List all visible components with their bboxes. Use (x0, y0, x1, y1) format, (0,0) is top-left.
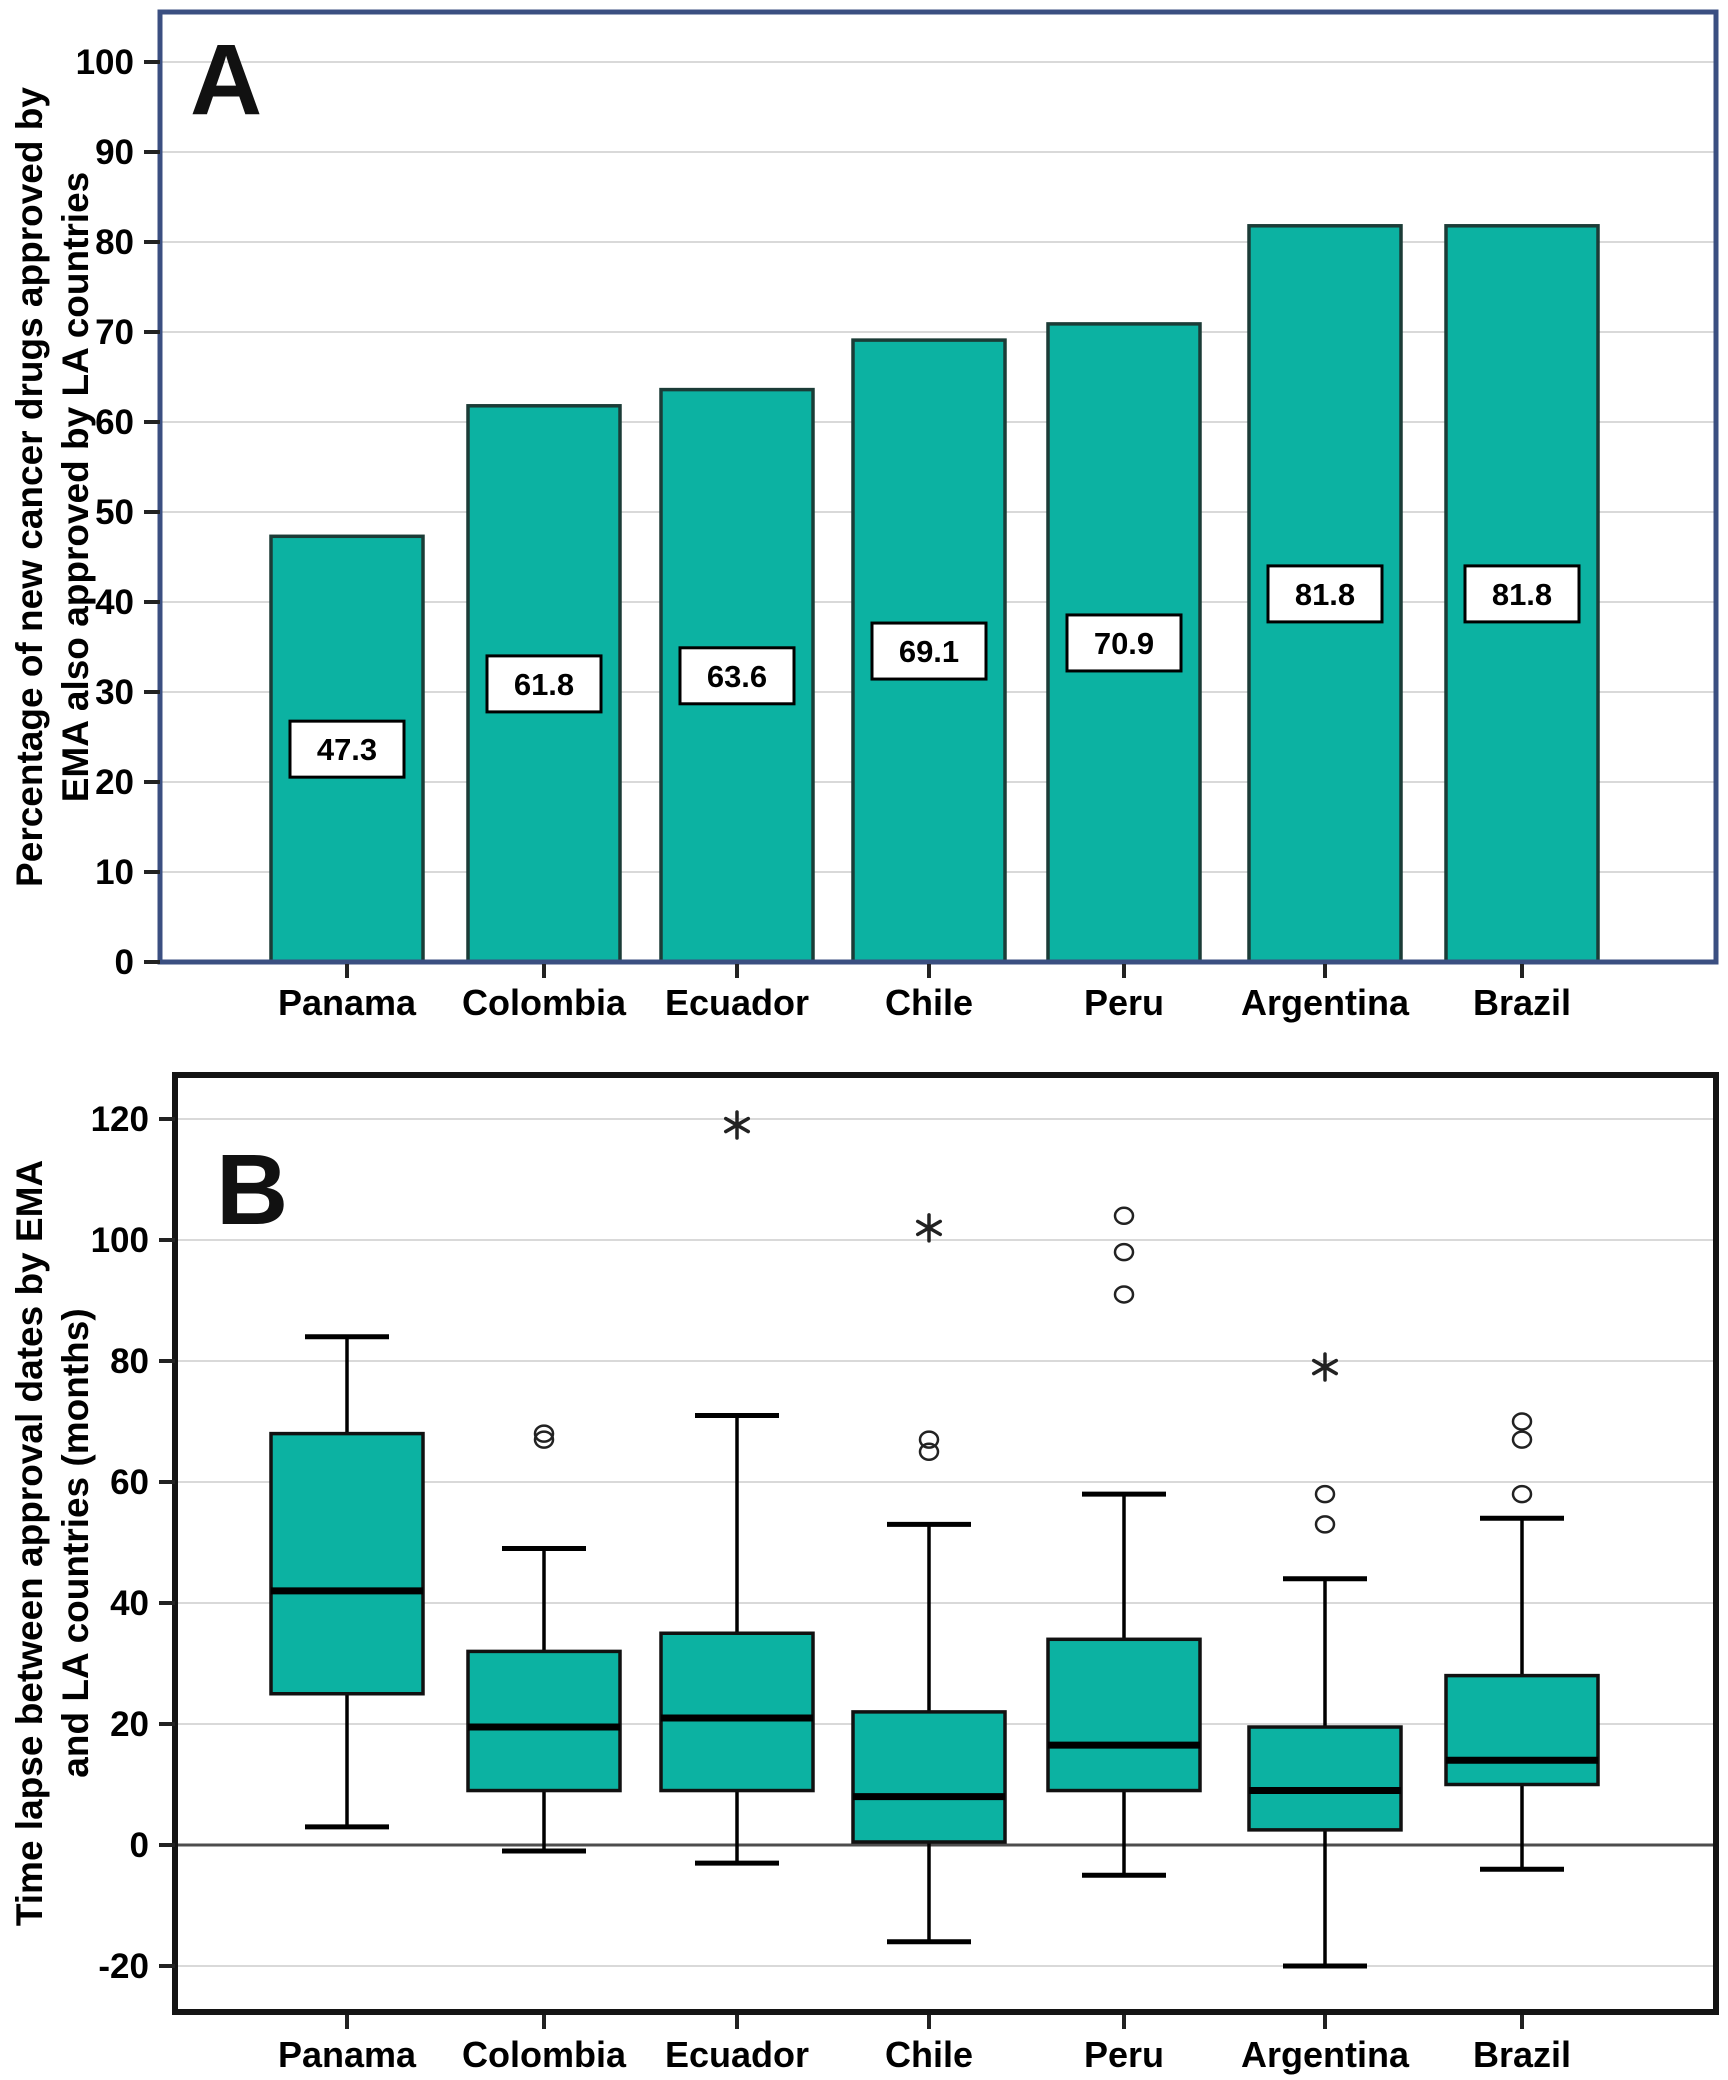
x-category-label-a-peru: Peru (1084, 982, 1164, 1023)
y-tick-label-b-20: 20 (110, 1705, 149, 1744)
x-category-label-a-brazil: Brazil (1473, 982, 1571, 1023)
y-tick-label-a-100: 100 (76, 43, 134, 82)
bar-value-box-panama (288, 719, 406, 779)
bar-value-box-peru (1065, 613, 1183, 673)
y-tick-label-b-120: 120 (91, 1100, 149, 1139)
box-peru (1046, 1637, 1202, 1793)
x-category-label-a-colombia: Colombia (462, 982, 627, 1023)
outlier-circle-colombia-0 (533, 1430, 555, 1449)
x-category-label-a-chile: Chile (885, 982, 973, 1023)
y-tick-label-b-40: 40 (110, 1584, 149, 1623)
y-tick-label-a-40: 40 (95, 583, 134, 622)
x-category-label-a-argentina: Argentina (1241, 982, 1410, 1023)
bar-value-label-panama: 47.3 (317, 732, 377, 767)
x-category-label-b-ecuador: Ecuador (665, 2034, 809, 2075)
outlier-circle-peru-1 (1113, 1242, 1135, 1262)
y-tick-label-b-100: 100 (91, 1221, 149, 1260)
panel-b-ylabel-line1: Time lapse between approval dates by EMA (9, 1159, 50, 1927)
extreme-star-ecuador-0 (723, 1116, 751, 1134)
panel-a-frame (157, 9, 1719, 965)
outlier-circle-chile-0 (918, 1442, 940, 1461)
x-category-label-b-chile: Chile (885, 2034, 973, 2075)
x-category-label-a-ecuador: Ecuador (665, 982, 809, 1023)
outlier-circle-peru-2 (1113, 1206, 1135, 1226)
box-chile (851, 1710, 1007, 1844)
bar-value-label-peru: 70.9 (1094, 626, 1154, 661)
outlier-circle-argentina-0 (1314, 1515, 1336, 1534)
panel-a-ylabel-line2: EMA also approved by LA countries (55, 171, 96, 803)
y-tick-label-a-80: 80 (95, 223, 134, 262)
y-tick-label-a-90: 90 (95, 133, 134, 172)
y-tick-label-b--20: -20 (98, 1947, 149, 1986)
box-colombia (466, 1649, 622, 1793)
box-argentina (1247, 1725, 1403, 1832)
box-ecuador (659, 1631, 815, 1793)
bar-value-label-brazil: 81.8 (1492, 577, 1552, 612)
outlier-circle-brazil-2 (1511, 1412, 1533, 1431)
outlier-circle-argentina-1 (1314, 1484, 1336, 1504)
y-tick-label-a-20: 20 (95, 763, 134, 802)
box-panama (269, 1431, 425, 1696)
outlier-circle-colombia-1 (533, 1424, 555, 1443)
panel-b-frame (172, 1072, 1719, 2015)
bar-value-box-colombia (485, 654, 603, 714)
bar-value-box-argentina (1266, 564, 1384, 624)
y-tick-label-b-60: 60 (110, 1463, 149, 1502)
x-category-label-b-peru: Peru (1084, 2034, 1164, 2075)
y-tick-label-a-30: 30 (95, 673, 134, 712)
x-category-label-b-brazil: Brazil (1473, 2034, 1571, 2075)
bar-value-box-brazil (1463, 564, 1581, 624)
panel-b-letter: B (216, 1134, 289, 1246)
bar-value-label-chile: 69.1 (899, 634, 959, 669)
y-tick-label-a-70: 70 (95, 313, 134, 352)
bar-value-box-ecuador (678, 646, 796, 706)
panel-a-letter: A (190, 24, 263, 136)
y-tick-label-b-0: 0 (130, 1826, 149, 1865)
y-tick-label-a-10: 10 (95, 853, 134, 892)
x-category-label-b-argentina: Argentina (1241, 2034, 1410, 2075)
bar-value-label-colombia: 61.8 (514, 667, 574, 702)
y-tick-label-b-80: 80 (110, 1342, 149, 1381)
panel-b-ylabel-line2: and LA countries (months) (55, 1308, 96, 1778)
box-brazil (1444, 1673, 1600, 1787)
panel-a-ylabel-line1: Percentage of new cancer drugs approved … (9, 87, 50, 887)
y-tick-label-a-50: 50 (95, 493, 134, 532)
outlier-circle-brazil-1 (1511, 1430, 1533, 1449)
bar-value-label-ecuador: 63.6 (707, 659, 767, 694)
outlier-circle-brazil-0 (1511, 1484, 1533, 1504)
x-category-label-a-panama: Panama (278, 982, 417, 1023)
y-tick-label-a-60: 60 (95, 403, 134, 442)
x-category-label-b-colombia: Colombia (462, 2034, 627, 2075)
outlier-circle-peru-0 (1113, 1285, 1135, 1304)
bar-value-box-chile (870, 621, 988, 681)
outlier-circle-chile-1 (918, 1430, 940, 1449)
extreme-star-chile-0 (915, 1219, 943, 1237)
bar-value-label-argentina: 81.8 (1295, 577, 1355, 612)
extreme-star-argentina-0 (1311, 1358, 1339, 1376)
y-tick-label-a-0: 0 (115, 943, 134, 982)
x-category-label-b-panama: Panama (278, 2034, 417, 2075)
